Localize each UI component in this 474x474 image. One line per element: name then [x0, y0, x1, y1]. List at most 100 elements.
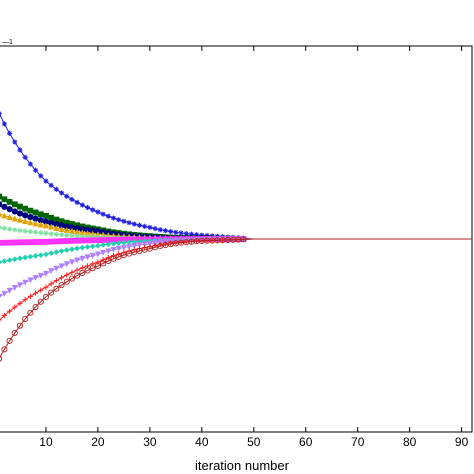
data-point [89, 265, 96, 272]
data-point [42, 222, 49, 229]
data-point [1, 258, 8, 265]
data-point [1, 121, 7, 127]
data-point [94, 242, 101, 249]
data-point [53, 186, 59, 192]
data-point [100, 237, 107, 243]
data-point [53, 265, 60, 272]
data-point [42, 270, 49, 277]
data-point [16, 210, 24, 217]
data-point [64, 232, 70, 238]
data-point [1, 225, 7, 231]
series-line [0, 114, 472, 240]
data-point [58, 275, 65, 281]
data-point [100, 249, 107, 256]
data-point [84, 204, 91, 211]
data-point [188, 231, 195, 237]
data-point [100, 211, 106, 217]
data-point [58, 225, 65, 232]
data-point [74, 199, 80, 205]
data-point [6, 337, 13, 344]
data-point [6, 257, 13, 264]
data-point [90, 207, 96, 213]
data-point [38, 287, 44, 293]
data-point [0, 201, 3, 208]
data-point [63, 278, 70, 285]
data-point [27, 214, 34, 221]
data-point [110, 253, 117, 259]
data-point [63, 238, 70, 244]
data-point [17, 203, 23, 210]
data-point [136, 242, 143, 249]
data-point [27, 239, 34, 246]
data-point [17, 147, 23, 153]
data-point [43, 178, 49, 184]
data-point [110, 247, 117, 254]
data-point [32, 275, 39, 282]
data-point [12, 227, 18, 233]
data-point [58, 282, 65, 289]
data-point [105, 213, 111, 219]
data-point [89, 243, 96, 250]
data-point [84, 244, 91, 250]
data-point [74, 257, 81, 264]
data-point [142, 223, 148, 229]
data-point [84, 237, 91, 244]
data-point [1, 239, 8, 246]
data-point [69, 196, 75, 203]
data-point [53, 278, 59, 284]
data-point [6, 226, 13, 232]
data-point [27, 309, 34, 316]
data-point [1, 212, 8, 219]
data-point [6, 239, 13, 246]
data-point [105, 257, 112, 265]
data-point [240, 236, 247, 243]
data-point [58, 232, 65, 238]
data-point [136, 222, 143, 228]
data-point [74, 267, 80, 273]
data-point [1, 196, 8, 203]
data-point [64, 193, 70, 199]
data-point [53, 224, 60, 231]
data-point [32, 303, 39, 311]
data-point [0, 212, 3, 217]
data-point [22, 297, 28, 303]
data-point [68, 275, 75, 282]
data-point [27, 207, 34, 214]
data-point [53, 238, 60, 245]
data-point [11, 239, 18, 246]
data-point [43, 238, 49, 245]
data-point [115, 240, 122, 247]
data-point [27, 293, 33, 299]
data-point [22, 205, 29, 212]
data-point [95, 259, 101, 265]
data-point [11, 329, 18, 336]
data-point [43, 230, 49, 236]
data-point [79, 233, 85, 239]
data-point [89, 237, 96, 244]
data-point [22, 239, 29, 246]
data-point [37, 239, 44, 245]
data-point [27, 253, 34, 260]
data-point [6, 206, 13, 213]
data-point [11, 215, 18, 222]
data-point [1, 290, 8, 297]
data-point [199, 232, 205, 238]
data-point [90, 234, 96, 240]
data-point [131, 242, 138, 249]
series-line [0, 238, 472, 359]
data-point [105, 254, 111, 261]
data-point [68, 259, 75, 266]
data-point [58, 263, 65, 270]
x-tick-label: 90 [455, 435, 469, 449]
data-point [94, 262, 101, 270]
data-point [157, 227, 163, 233]
data-point [32, 220, 39, 227]
data-point [63, 226, 70, 233]
data-point [48, 289, 55, 296]
data-point [0, 319, 2, 321]
x-tick-label: 70 [351, 435, 365, 449]
data-point [42, 293, 50, 300]
data-point [17, 239, 23, 246]
data-point [32, 229, 39, 235]
data-point [1, 203, 8, 210]
